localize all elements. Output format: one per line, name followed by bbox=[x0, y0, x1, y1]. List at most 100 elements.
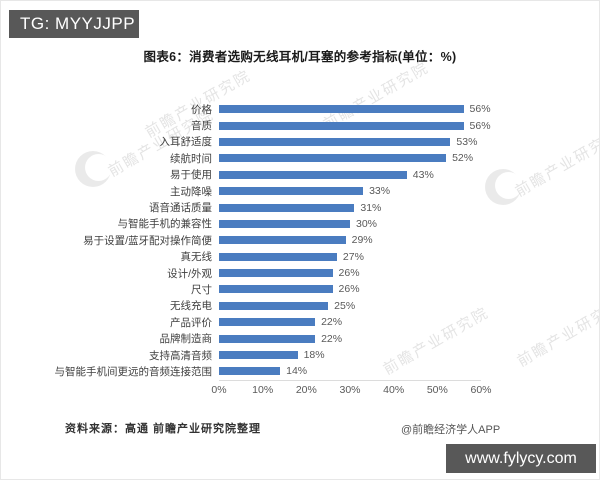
bar-area: 26% bbox=[219, 265, 360, 281]
value-label: 18% bbox=[303, 349, 325, 362]
bar-row: 价格 56% bbox=[53, 101, 523, 117]
bar-area: 14% bbox=[219, 363, 307, 379]
bar-area: 56% bbox=[219, 101, 491, 117]
bar-area: 56% bbox=[219, 117, 491, 133]
x-axis-line bbox=[219, 380, 481, 381]
bar-row: 品牌制造商 22% bbox=[53, 330, 523, 346]
chart-title: 图表6：消费者选购无线耳机/耳塞的参考指标(单位：%) bbox=[143, 50, 457, 64]
bar-row: 与智能手机间更远的音频连接范围 14% bbox=[53, 363, 523, 379]
category-label: 主动降噪 bbox=[170, 185, 212, 198]
value-label: 56% bbox=[469, 119, 491, 132]
bar-area: 31% bbox=[219, 199, 381, 215]
category-label: 与智能手机的兼容性 bbox=[117, 218, 213, 231]
category-label: 品牌制造商 bbox=[159, 333, 213, 346]
bar-row: 易于设置/蓝牙配对操作简便 29% bbox=[53, 232, 523, 248]
x-axis: 0% 10% 20% 30% 40% 50% 60% bbox=[211, 384, 491, 398]
bar-row: 无线充电 25% bbox=[53, 298, 523, 314]
x-axis-tick: 20% bbox=[295, 384, 317, 396]
x-axis-tick: 50% bbox=[426, 384, 448, 396]
value-label: 22% bbox=[321, 332, 343, 345]
bar-area: 27% bbox=[219, 249, 364, 265]
bar bbox=[219, 285, 333, 294]
value-label: 31% bbox=[360, 201, 382, 214]
bar-row: 续航时间 52% bbox=[53, 150, 523, 166]
bar-area: 25% bbox=[219, 298, 355, 314]
bar-row: 音质 56% bbox=[53, 117, 523, 133]
value-label: 27% bbox=[342, 250, 364, 263]
category-label: 易于设置/蓝牙配对操作简便 bbox=[83, 234, 212, 247]
website-badge: www.fylycy.com bbox=[446, 444, 596, 473]
bar-row: 入耳舒适度 53% bbox=[53, 134, 523, 150]
bar-area: 30% bbox=[219, 216, 377, 232]
value-label: 56% bbox=[469, 103, 491, 116]
bar-area: 22% bbox=[219, 314, 342, 330]
bar-row: 真无线 27% bbox=[53, 249, 523, 265]
value-label: 22% bbox=[321, 316, 343, 329]
bar-row: 尺寸 26% bbox=[53, 281, 523, 297]
watermark-text: 前瞻产业研究院 bbox=[512, 126, 600, 201]
category-label: 入耳舒适度 bbox=[159, 136, 213, 149]
bar bbox=[219, 121, 464, 130]
category-label: 价格 bbox=[191, 103, 212, 116]
bar-area: 52% bbox=[219, 150, 473, 166]
category-label: 语音通话质量 bbox=[149, 202, 212, 215]
bar-area: 29% bbox=[219, 232, 373, 248]
bar bbox=[219, 154, 447, 163]
category-label: 真无线 bbox=[180, 251, 213, 264]
bar bbox=[219, 351, 298, 360]
bar-row: 主动降噪 33% bbox=[53, 183, 523, 199]
bar bbox=[219, 203, 355, 212]
category-label: 设计/外观 bbox=[167, 267, 212, 280]
bar-area: 18% bbox=[219, 347, 325, 363]
bar bbox=[219, 318, 316, 327]
bar-rows: 价格 56% 音质 56% 入耳舒适度 53% 续航时间 52% 易于使用 43% 主动降噪 33% 语… bbox=[53, 101, 523, 380]
bar bbox=[219, 219, 350, 228]
x-axis-tick: 30% bbox=[339, 384, 361, 396]
value-label: 52% bbox=[452, 152, 474, 165]
category-label: 产品评价 bbox=[170, 316, 212, 329]
value-label: 29% bbox=[351, 234, 373, 247]
category-label: 与智能手机间更远的音频连接范围 bbox=[54, 365, 213, 378]
site-tag-badge: TG: MYYJJPP bbox=[9, 10, 139, 38]
value-label: 25% bbox=[334, 299, 356, 312]
category-label: 无线充电 bbox=[170, 300, 212, 313]
bar bbox=[219, 137, 451, 146]
category-label: 易于使用 bbox=[170, 169, 212, 182]
x-axis-tick: 60% bbox=[470, 384, 492, 396]
x-axis-tick: 0% bbox=[211, 384, 227, 396]
category-label: 尺寸 bbox=[191, 283, 212, 296]
watermark-text: 前瞻产业研究院 bbox=[514, 296, 600, 371]
category-label: 续航时间 bbox=[170, 152, 212, 165]
source-note: 资料来源：高通 前瞻产业研究院整理 bbox=[65, 423, 262, 435]
bar bbox=[219, 252, 337, 261]
bar bbox=[219, 187, 364, 196]
value-label: 33% bbox=[369, 185, 391, 198]
bar bbox=[219, 236, 346, 245]
category-label: 音质 bbox=[191, 120, 212, 133]
bar-row: 设计/外观 26% bbox=[53, 265, 523, 281]
bar-row: 支持高清音频 18% bbox=[53, 347, 523, 363]
value-label: 26% bbox=[338, 267, 360, 280]
value-label: 26% bbox=[338, 283, 360, 296]
bar-row: 产品评价 22% bbox=[53, 314, 523, 330]
bar bbox=[219, 170, 407, 179]
bar bbox=[219, 269, 333, 278]
bar-area: 22% bbox=[219, 330, 342, 346]
bar bbox=[219, 334, 316, 343]
bar bbox=[219, 301, 329, 310]
value-label: 53% bbox=[456, 135, 478, 148]
x-axis-tick: 40% bbox=[383, 384, 405, 396]
bar-area: 43% bbox=[219, 167, 434, 183]
bar-row: 与智能手机的兼容性 30% bbox=[53, 216, 523, 232]
bar-area: 26% bbox=[219, 281, 360, 297]
value-label: 30% bbox=[356, 217, 378, 230]
bar-area: 33% bbox=[219, 183, 390, 199]
x-axis-tick: 10% bbox=[252, 384, 274, 396]
bar bbox=[219, 105, 464, 114]
bar-row: 语音通话质量 31% bbox=[53, 199, 523, 215]
credit-note: @前瞻经济学人APP bbox=[401, 424, 501, 436]
bar-area: 53% bbox=[219, 134, 477, 150]
value-label: 14% bbox=[286, 365, 308, 378]
value-label: 43% bbox=[412, 168, 434, 181]
